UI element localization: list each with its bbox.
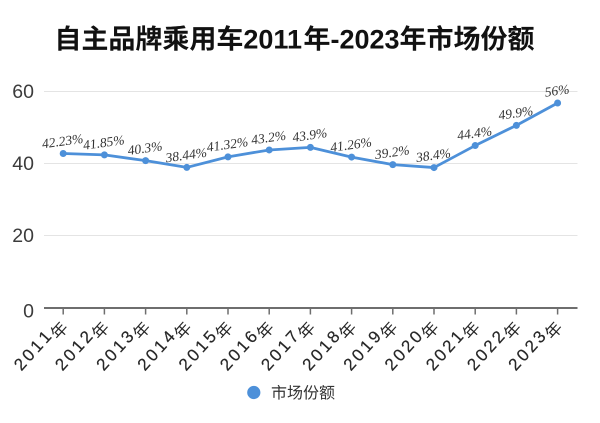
svg-text:44.4%: 44.4% bbox=[456, 123, 493, 143]
svg-text:40.3%: 40.3% bbox=[127, 138, 164, 158]
svg-text:0: 0 bbox=[23, 301, 34, 323]
svg-text:2011: 2011 bbox=[243, 24, 302, 54]
svg-text:41.32%: 41.32% bbox=[206, 134, 249, 155]
svg-text:49.9%: 49.9% bbox=[497, 103, 534, 123]
svg-text:40: 40 bbox=[12, 153, 34, 175]
svg-text:20: 20 bbox=[12, 225, 34, 247]
svg-text:2023: 2023 bbox=[339, 24, 399, 54]
svg-text:-: - bbox=[330, 24, 339, 54]
svg-text:41.85%: 41.85% bbox=[82, 132, 125, 153]
svg-text:60: 60 bbox=[12, 81, 34, 103]
svg-text:41.26%: 41.26% bbox=[329, 134, 372, 155]
svg-text:56%: 56% bbox=[544, 81, 571, 99]
svg-text:43.2%: 43.2% bbox=[250, 128, 287, 148]
svg-text:43.9%: 43.9% bbox=[291, 125, 328, 145]
svg-text:42.23%: 42.23% bbox=[41, 131, 84, 152]
svg-text:39.2%: 39.2% bbox=[373, 142, 411, 162]
svg-text:38.44%: 38.44% bbox=[164, 145, 208, 166]
svg-text:38.4%: 38.4% bbox=[414, 145, 452, 165]
